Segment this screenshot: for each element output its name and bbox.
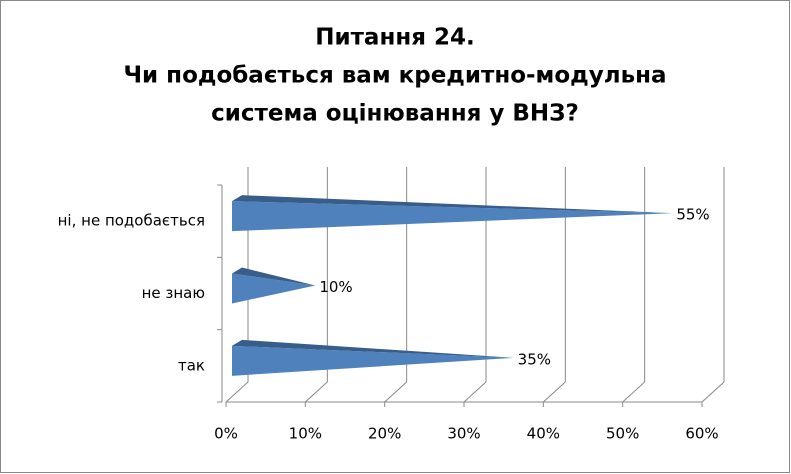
grid-line xyxy=(304,381,328,403)
y-tick-label: не знаю xyxy=(142,284,205,302)
y-tick-label: ні, не подобається xyxy=(58,212,205,230)
data-label: 10% xyxy=(319,278,352,296)
bar-top xyxy=(232,267,316,286)
y-tick-label: так xyxy=(178,356,205,374)
x-tick-label: 30% xyxy=(447,425,480,443)
bar xyxy=(232,345,514,376)
chart-title: система оцінювання у ВНЗ? xyxy=(211,101,579,127)
grid-line xyxy=(463,381,487,403)
x-tick-label: 60% xyxy=(685,425,718,443)
grid-line xyxy=(701,381,725,403)
chart-title: Питання 24. xyxy=(315,25,475,51)
grid-line xyxy=(622,381,646,403)
grid-line xyxy=(225,381,249,403)
bar-top xyxy=(232,339,514,358)
x-tick-label: 0% xyxy=(214,425,238,443)
x-tick-label: 10% xyxy=(289,425,322,443)
bar xyxy=(232,273,316,304)
x-tick-label: 50% xyxy=(606,425,639,443)
chart-title: Чи подобається вам кредитно-модульна xyxy=(123,63,666,89)
bar-top xyxy=(232,195,673,214)
data-label: 35% xyxy=(518,350,551,368)
grid-line xyxy=(384,381,408,403)
x-tick-label: 40% xyxy=(527,425,560,443)
grid-line xyxy=(542,381,566,403)
x-tick-label: 20% xyxy=(368,425,401,443)
data-label: 55% xyxy=(676,206,709,224)
bar xyxy=(232,201,673,232)
